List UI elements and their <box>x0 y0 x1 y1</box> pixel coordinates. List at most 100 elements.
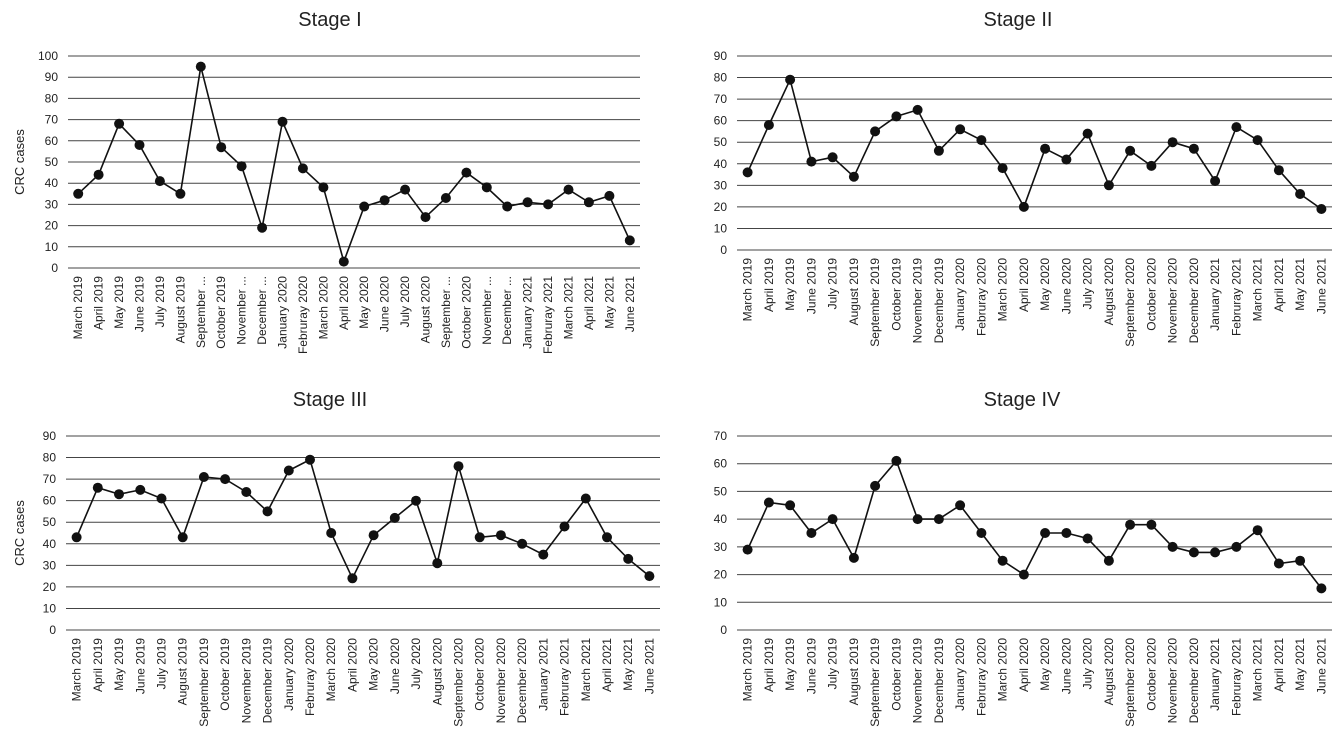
y-axis-label: CRC cases <box>12 500 27 566</box>
x-tick-label: July 2020 <box>398 276 412 328</box>
data-point <box>1040 143 1051 154</box>
data-point <box>623 553 634 564</box>
x-tick-label: June 2020 <box>378 276 392 332</box>
x-tick-label: October 2020 <box>1144 638 1158 711</box>
x-tick-label: December 2019 <box>932 258 946 344</box>
x-tick-label: July 2020 <box>409 638 423 690</box>
x-tick-label: May 2019 <box>112 638 126 691</box>
x-tick-label: May 2021 <box>1293 638 1307 691</box>
x-tick-label: August 2020 <box>419 276 433 344</box>
data-point <box>1273 558 1284 569</box>
data-point <box>257 222 268 233</box>
x-tick-label: January 2020 <box>276 276 290 349</box>
y-tick-label: 90 <box>43 429 57 443</box>
data-point <box>1146 519 1157 530</box>
data-point <box>135 484 146 495</box>
chart-title: Stage I <box>298 9 361 31</box>
x-tick-label: March 2020 <box>324 638 338 702</box>
data-point <box>338 256 349 267</box>
data-point <box>933 145 944 156</box>
y-tick-label: 60 <box>714 457 728 471</box>
data-point <box>742 544 753 555</box>
x-tick-label: November 2019 <box>911 258 925 344</box>
chart-title: Stage III <box>293 389 368 411</box>
y-tick-label: 90 <box>45 70 59 84</box>
data-point <box>827 152 838 163</box>
data-point <box>517 538 528 549</box>
x-tick-label: June 2021 <box>1314 638 1328 694</box>
x-tick-label: Februray 2021 <box>558 638 572 716</box>
data-point <box>154 176 165 187</box>
data-point <box>1252 525 1263 536</box>
data-point <box>563 184 574 195</box>
y-tick-label: 20 <box>714 200 728 214</box>
data-point <box>453 461 464 472</box>
x-tick-label: March 2021 <box>579 638 593 702</box>
x-tick-label: May 2020 <box>367 638 381 691</box>
x-tick-label: June 2019 <box>804 258 818 314</box>
data-point <box>1103 555 1114 566</box>
y-tick-label: 10 <box>714 595 728 609</box>
x-tick-label: March 2020 <box>316 276 330 340</box>
x-tick-label: November 2020 <box>1166 258 1180 344</box>
data-point <box>644 571 655 582</box>
x-tick-label: April 2020 <box>1017 258 1031 312</box>
x-tick-label: Februray 2021 <box>541 276 555 354</box>
y-tick-label: 70 <box>714 92 728 106</box>
data-point <box>742 167 753 178</box>
data-point <box>1125 519 1136 530</box>
x-tick-label: Februray 2020 <box>296 276 310 354</box>
data-point <box>1167 137 1178 148</box>
x-tick-label: October 2020 <box>1144 258 1158 331</box>
x-tick-label: November 2020 <box>1166 638 1180 724</box>
data-point <box>955 124 966 135</box>
data-point <box>785 74 796 85</box>
x-tick-label: July 2019 <box>826 638 840 690</box>
x-tick-label: March 2021 <box>562 276 576 340</box>
data-point <box>440 193 451 203</box>
x-tick-label: December 2020 <box>515 638 529 724</box>
data-point <box>1231 122 1242 133</box>
data-point <box>1082 533 1093 544</box>
x-tick-label: June 2021 <box>642 638 656 694</box>
x-tick-label: December 2019 <box>932 638 946 724</box>
x-tick-label: April 2020 <box>337 276 351 330</box>
x-tick-label: October 2020 <box>459 276 473 349</box>
y-tick-label: 40 <box>43 537 57 551</box>
x-tick-label: August 2019 <box>176 638 190 706</box>
x-tick-label: January 2021 <box>1208 638 1222 711</box>
series-line <box>77 66 631 265</box>
data-point <box>216 142 227 153</box>
data-point <box>1316 583 1327 594</box>
data-point <box>848 171 859 182</box>
x-tick-label: Februray 2021 <box>1229 258 1243 336</box>
x-tick-label: March 2021 <box>1251 638 1265 702</box>
data-point <box>198 472 209 482</box>
data-point <box>326 528 337 538</box>
x-tick-label: June 2021 <box>623 276 637 332</box>
chart-panel-2: Stage II 0 10 20 30 40 50 60 70 80 90 March 2019 Apr… <box>714 9 1332 347</box>
data-point <box>997 163 1008 174</box>
data-point <box>1061 528 1072 538</box>
data-point <box>347 573 358 584</box>
data-point <box>1082 128 1093 139</box>
data-point <box>277 116 288 127</box>
y-tick-label: 50 <box>43 515 57 529</box>
series-line <box>746 459 1323 589</box>
x-tick-label: November ... <box>480 276 494 345</box>
x-tick-label: June 2019 <box>133 276 147 332</box>
y-tick-label: 40 <box>45 176 59 190</box>
x-tick-label: Februray 2020 <box>974 638 988 716</box>
y-tick-label: 60 <box>43 494 57 508</box>
x-tick-label: November 2020 <box>494 638 508 724</box>
y-tick-label: 0 <box>720 243 727 257</box>
x-tick-label: June 2020 <box>388 638 402 694</box>
data-point <box>976 528 987 538</box>
data-point <box>1231 541 1242 552</box>
data-point <box>580 493 591 504</box>
x-tick-label: April 2021 <box>1272 638 1286 692</box>
data-point <box>474 532 485 543</box>
x-tick-label: September 2019 <box>868 258 882 347</box>
